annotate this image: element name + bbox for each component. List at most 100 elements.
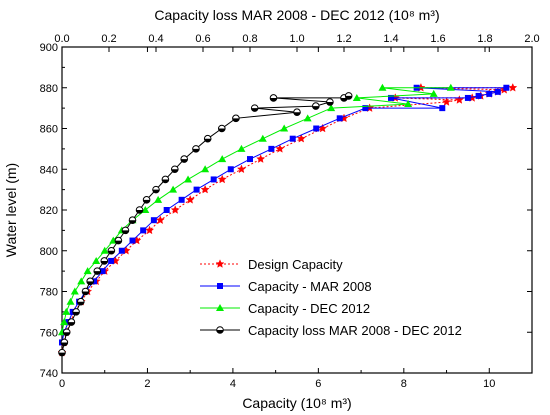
x2-tick-label: 1.8 (477, 33, 492, 45)
legend-label: Capacity - MAR 2008 (248, 279, 372, 294)
x2-axis-ticks: 0.0 0.2 0.4 0.6 0.8 1.0 1.2 1.4 1.6 1.8 2.0 (54, 33, 540, 52)
x2-tick-label: 0.6 (195, 33, 210, 45)
data-point (446, 83, 455, 91)
data-point-fill (162, 179, 169, 183)
data-point (180, 155, 188, 163)
x-tick-label: 6 (315, 378, 321, 390)
data-point (217, 283, 223, 289)
data-point (503, 84, 510, 91)
legend-entry: Capacity - MAR 2008 (200, 279, 372, 294)
data-point (216, 326, 224, 334)
data-point (336, 115, 343, 122)
x-axis-title: Capacity (10⁸ m³) (242, 395, 351, 411)
data-point (60, 338, 69, 347)
data-point-fill (101, 260, 108, 265)
data-point (296, 133, 306, 143)
data-point-fill (232, 118, 240, 122)
data-point (62, 307, 71, 315)
data-point (454, 95, 464, 104)
data-point (66, 297, 75, 305)
data-point (171, 165, 179, 174)
data-point (62, 328, 71, 337)
data-point (185, 195, 195, 204)
y-tick-label: 880 (40, 83, 58, 95)
data-point (439, 105, 446, 112)
data-point-fill (192, 148, 200, 153)
data-point (161, 175, 170, 184)
data-point (268, 145, 275, 152)
legend-label: Capacity loss MAR 2008 - DEC 2012 (248, 323, 462, 338)
data-point-fill (93, 271, 101, 275)
data-point (155, 215, 165, 225)
data-point (107, 246, 116, 255)
data-point-fill (270, 97, 277, 102)
y-tick-label: 840 (40, 164, 58, 176)
data-point-fill (82, 291, 89, 295)
data-point (303, 114, 312, 122)
x-tick-label: 2 (144, 378, 150, 390)
data-point (232, 114, 240, 123)
data-point-fill (136, 210, 143, 214)
data-point-fill (58, 352, 66, 356)
data-point (58, 348, 66, 357)
data-point-fill (204, 138, 211, 142)
data-point (70, 287, 79, 295)
data-point (486, 90, 493, 97)
data-point (193, 186, 200, 193)
x2-tick-label: 0.2 (101, 33, 116, 45)
data-point-fill (68, 322, 75, 326)
data-point (275, 144, 285, 153)
data-point (312, 102, 320, 110)
data-point (67, 318, 76, 326)
series-2 (58, 83, 455, 336)
data-point (429, 89, 438, 97)
data-point (247, 156, 253, 163)
series-line (61, 87, 451, 333)
data-point-fill (345, 95, 352, 100)
data-point (200, 184, 210, 194)
data-point (218, 124, 226, 133)
legend-label: Capacity - DEC 2012 (248, 301, 370, 316)
data-point (184, 175, 193, 183)
data-point (475, 92, 482, 99)
data-point (289, 135, 296, 142)
data-point (86, 277, 94, 286)
data-point (128, 216, 137, 224)
x-tick-label: 0 (59, 378, 65, 390)
data-point (442, 97, 452, 106)
data-point (464, 94, 471, 101)
data-point (344, 92, 353, 100)
data-point (250, 104, 259, 112)
x2-tick-label: 1.2 (336, 33, 351, 45)
data-point-fill (143, 199, 150, 204)
data-point (60, 318, 69, 326)
y-tick-label: 820 (40, 205, 58, 217)
data-point (280, 124, 289, 132)
x-tick-label: 4 (230, 378, 236, 390)
data-point (227, 166, 234, 173)
y-tick-label: 740 (40, 368, 58, 380)
data-point (216, 304, 224, 311)
data-point (72, 308, 80, 316)
data-point (92, 256, 101, 264)
data-point (192, 145, 200, 153)
data-point (218, 155, 227, 163)
data-point-fill (216, 330, 224, 334)
data-point (215, 259, 225, 268)
data-point (135, 206, 144, 214)
x2-tick-label: 0.8 (242, 33, 257, 45)
data-point (129, 237, 136, 244)
data-point-fill (61, 342, 68, 346)
data-point-fill (122, 230, 129, 234)
data-point (100, 246, 109, 254)
series-layer (57, 83, 518, 357)
data-point (352, 93, 361, 101)
x2-tick-label: 0.0 (54, 33, 69, 45)
data-point-fill (180, 159, 188, 163)
data-point (121, 226, 130, 235)
data-point (154, 195, 163, 203)
data-point (217, 174, 227, 184)
data-point (77, 277, 86, 285)
data-point (140, 227, 147, 234)
data-point (170, 205, 180, 214)
